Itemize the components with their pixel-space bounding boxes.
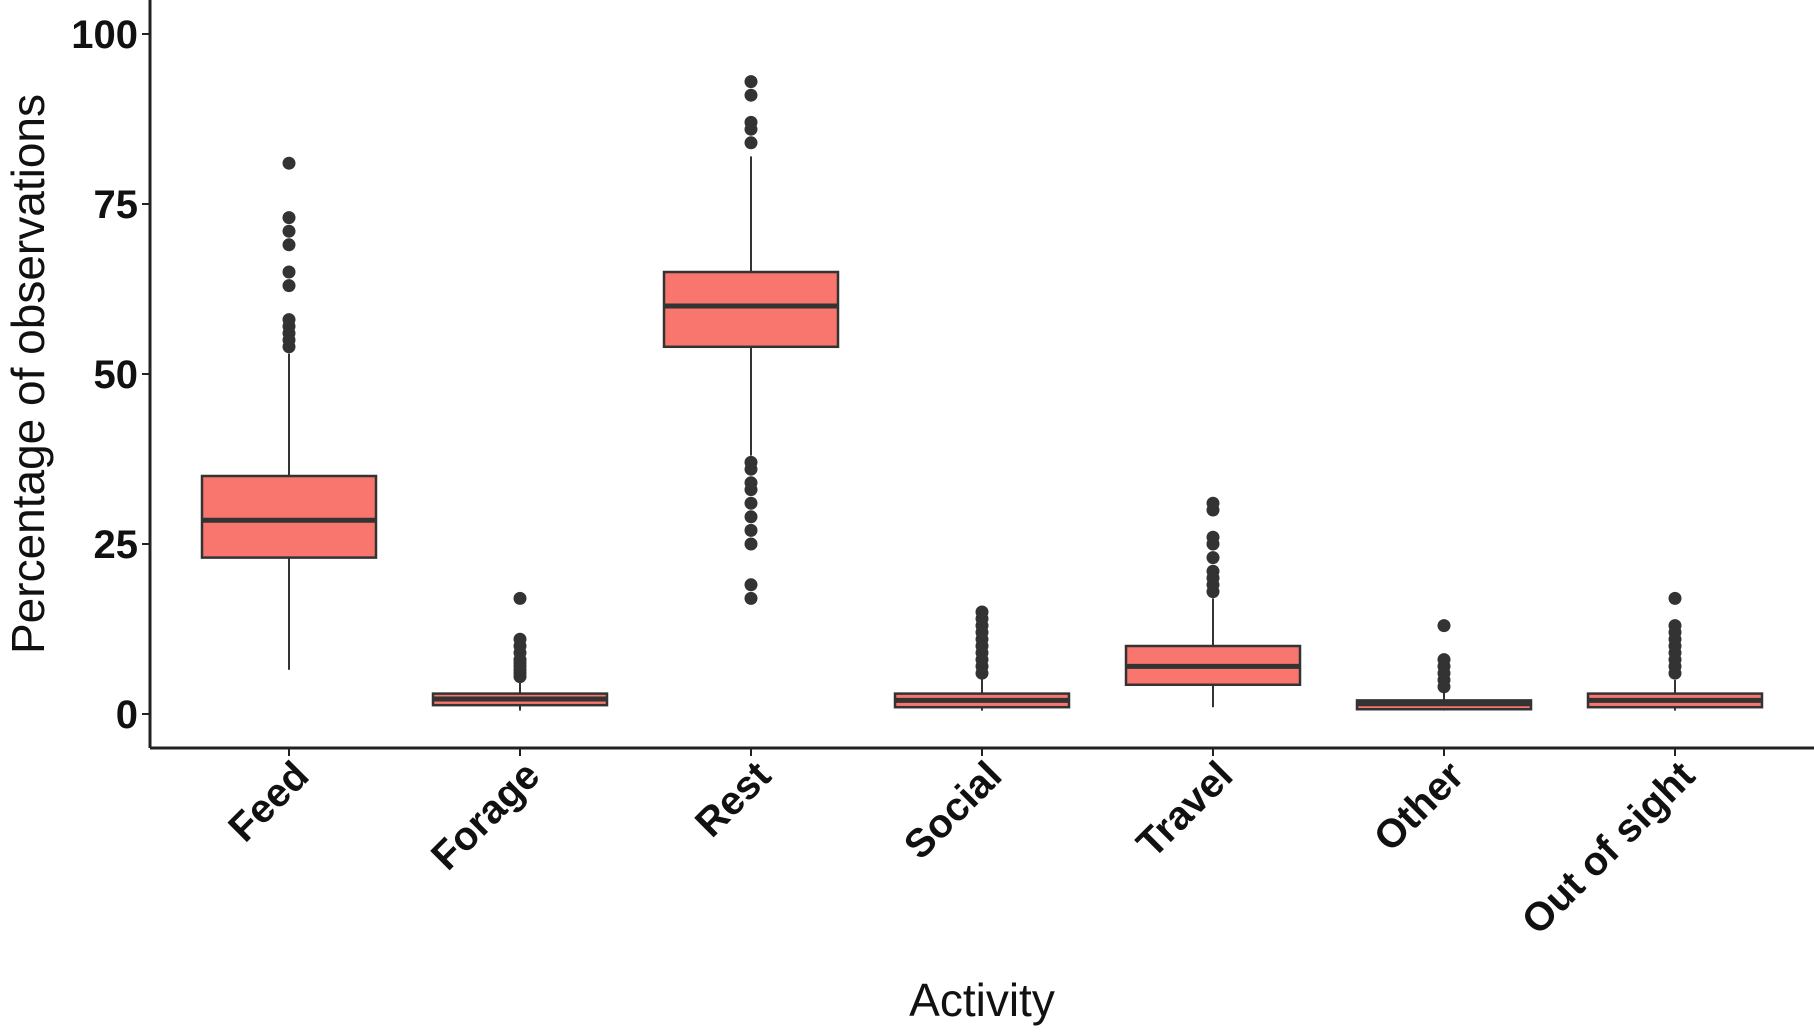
outlier-point <box>744 523 758 537</box>
outlier-point <box>282 265 296 279</box>
outlier-point <box>1206 530 1220 544</box>
iqr-box <box>662 270 840 349</box>
iqr-box <box>200 474 378 559</box>
outlier-point <box>282 211 296 225</box>
x-tick-label: Other <box>1366 753 1473 860</box>
box-group <box>200 156 378 670</box>
y-tick-label: 0 <box>116 693 138 737</box>
x-tick-label: Travel <box>1128 753 1241 866</box>
outlier-point <box>513 591 527 605</box>
outlier-point <box>282 313 296 327</box>
y-axis-ticks: 0 25 50 75 100 <box>71 13 150 737</box>
outlier-point <box>282 224 296 238</box>
x-tick-label: Rest <box>687 753 779 845</box>
boxes-layer <box>200 75 1764 711</box>
box-group <box>431 591 609 711</box>
outlier-point <box>1206 564 1220 578</box>
outlier-point <box>744 496 758 510</box>
outlier-point <box>744 115 758 129</box>
outlier-point <box>744 510 758 524</box>
x-tick-label: Feed <box>220 753 317 850</box>
x-axis-title: Activity <box>909 974 1055 1026</box>
y-axis-title: Percentage of observations <box>2 94 54 654</box>
outlier-point <box>513 632 527 646</box>
outlier-point <box>744 578 758 592</box>
outlier-point <box>744 476 758 490</box>
box-group <box>1586 591 1764 711</box>
x-axis-ticks: Feed Forage Rest Social Travel Other Out of si… <box>220 748 1703 943</box>
y-tick-label: 50 <box>94 353 139 397</box>
outlier-point <box>1437 619 1451 633</box>
outlier-point <box>744 88 758 102</box>
outlier-point <box>1668 619 1682 633</box>
outlier-point <box>1437 653 1451 667</box>
outlier-point <box>744 591 758 605</box>
outlier-point <box>744 136 758 150</box>
outlier-point <box>744 537 758 551</box>
x-tick-label: Social <box>896 753 1010 867</box>
outlier-point <box>282 279 296 293</box>
outlier-point <box>1206 551 1220 565</box>
box-group <box>1355 619 1533 711</box>
y-tick-label: 100 <box>71 13 138 57</box>
outlier-point <box>282 238 296 252</box>
box-group <box>1124 496 1302 708</box>
outlier-point <box>1206 496 1220 510</box>
outlier-point <box>744 75 758 89</box>
y-tick-label: 25 <box>94 523 139 567</box>
outlier-point <box>282 156 296 170</box>
x-tick-label: Forage <box>423 753 548 878</box>
outlier-point <box>1668 591 1682 605</box>
x-tick-label: Out of sight <box>1514 753 1704 943</box>
box-group <box>893 605 1071 711</box>
outlier-point <box>975 605 989 619</box>
y-tick-label: 75 <box>94 183 139 227</box>
outlier-point <box>744 455 758 469</box>
box-group <box>662 75 840 605</box>
